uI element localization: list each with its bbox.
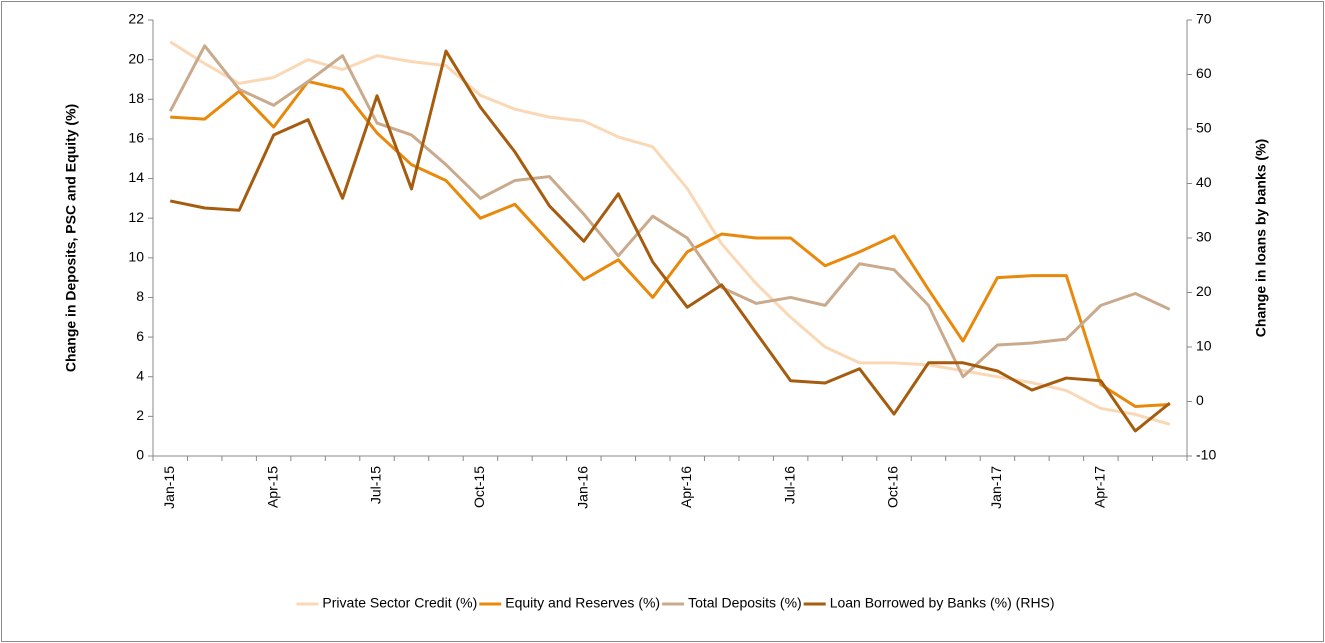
y2-tick-label: 70 (1196, 11, 1212, 27)
x-tick-label: Jan-17 (988, 466, 1004, 509)
y2-tick-label: 10 (1196, 338, 1212, 354)
y-tick-label: 8 (136, 288, 144, 304)
x-tick-label: Jul-15 (368, 466, 384, 504)
y-tick-label: 14 (128, 169, 144, 185)
x-tick-label: Oct-16 (885, 466, 901, 508)
series-line (169, 40, 1171, 426)
y-tick-label: 6 (136, 328, 144, 344)
series-line (168, 44, 1171, 379)
y2-tick-label: 0 (1196, 392, 1204, 408)
y-tick-label: 12 (128, 209, 144, 225)
x-tick-label: Oct-15 (471, 466, 487, 508)
y-axis-title: Change in Deposits, PSC and Equity (%) (63, 104, 79, 372)
series-line (170, 79, 1170, 408)
y2-tick-label: 20 (1196, 283, 1212, 299)
y-tick-label: 4 (136, 367, 144, 383)
y-tick-label: 2 (136, 407, 144, 423)
y2-tick-label: 30 (1196, 229, 1212, 245)
legend-label: Equity and Reserves (%) (505, 595, 660, 611)
y2-tick-label: 60 (1196, 65, 1212, 81)
y-tick-label: 18 (128, 90, 144, 106)
y-tick-label: 20 (128, 50, 144, 66)
y2-tick-label: 40 (1196, 174, 1212, 190)
x-tick-label: Jul-16 (781, 466, 797, 504)
x-tick-label: Jan-16 (575, 466, 591, 509)
x-tick-label: Apr-17 (1092, 466, 1108, 508)
y2-tick-label: 50 (1196, 120, 1212, 136)
legend-label: Total Deposits (%) (688, 595, 802, 611)
y-tick-label: 0 (136, 447, 144, 463)
x-tick-label: Jan-15 (161, 466, 177, 509)
legend-label: Private Sector Credit (%) (322, 595, 477, 611)
y-tick-label: 22 (128, 11, 144, 27)
y-tick-label: 16 (128, 130, 144, 146)
legend-label: Loan Borrowed by Banks (%) (RHS) (830, 595, 1055, 611)
x-tick-label: Apr-15 (264, 466, 280, 508)
y-tick-label: 10 (128, 249, 144, 265)
x-tick-label: Apr-16 (678, 466, 694, 508)
y2-tick-label: -10 (1196, 447, 1216, 463)
series-line (169, 49, 1171, 433)
y2-axis-title: Change in loans by banks (%) (1253, 139, 1269, 337)
